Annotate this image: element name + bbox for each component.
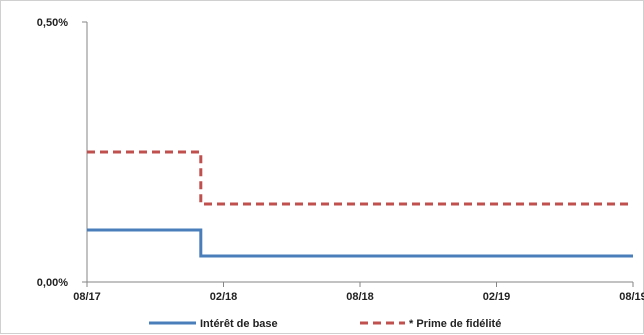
series-layer	[87, 150, 633, 258]
x-tick-label: 02/19	[483, 291, 511, 303]
axes	[82, 21, 634, 287]
series-line-1	[87, 150, 633, 206]
x-tick-label: 08/18	[346, 291, 374, 303]
series-line-0	[87, 228, 633, 258]
tick-labels: 0,00% 0,50% 08/17 02/18 08/18 02/19 08/19	[37, 17, 644, 303]
y-tick-label: 0,50%	[37, 17, 68, 29]
y-tick-label: 0,00%	[37, 277, 68, 289]
legend-label-1: * Prime de fidélité	[409, 318, 501, 330]
legend-label-0: Intérêt de base	[200, 318, 278, 330]
legend: Intérêt de base * Prime de fidélité	[149, 318, 501, 330]
x-tick-label: 08/19	[619, 291, 644, 303]
x-tick-label: 08/17	[73, 291, 101, 303]
x-tick-label: 02/18	[210, 291, 238, 303]
